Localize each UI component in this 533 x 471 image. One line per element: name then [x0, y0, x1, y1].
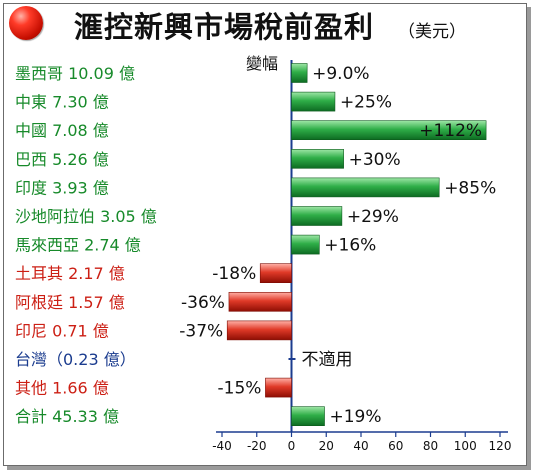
value-label: +30%	[349, 150, 401, 170]
positive-bar	[291, 149, 344, 169]
value-label: 不適用	[302, 350, 353, 370]
x-tick-label: 80	[423, 439, 438, 453]
category-label: 中國 7.08 億	[15, 121, 109, 140]
positive-bar	[291, 177, 440, 198]
negative-bar	[228, 291, 292, 312]
category-label: 台灣（0.23 億）	[15, 350, 136, 369]
x-tick-label: -20	[247, 439, 267, 453]
category-label: 阿根廷 1.57 億	[15, 293, 125, 312]
positive-bar	[291, 406, 325, 427]
negative-bar	[226, 320, 292, 341]
value-label: +29%	[347, 207, 399, 227]
category-label: 巴西 5.26 億	[15, 150, 109, 169]
category-label: 沙地阿拉伯 3.05 億	[15, 207, 157, 226]
category-label: 印尼 0.71 億	[15, 321, 109, 340]
value-label: +16%	[324, 236, 376, 256]
category-label: 中東 7.30 億	[15, 93, 109, 112]
positive-bar	[291, 63, 308, 83]
category-label: 墨西哥 10.09 億	[15, 64, 135, 83]
category-label: 其他 1.66 億	[15, 379, 109, 398]
value-label: +112%	[419, 121, 482, 141]
change-column-label: 變幅	[246, 54, 279, 73]
value-label: -37%	[179, 321, 223, 341]
category-label: 印度 3.93 億	[15, 178, 109, 197]
positive-bar	[291, 234, 320, 255]
negative-bar	[265, 377, 292, 398]
chart-frame	[3, 3, 527, 466]
x-tick-label: -40	[212, 439, 232, 453]
value-label: +25%	[340, 93, 392, 113]
value-label: -18%	[212, 264, 256, 284]
value-label: -15%	[218, 379, 262, 399]
x-tick-label: 120	[489, 439, 512, 453]
category-label: 合計 45.33 億	[15, 407, 119, 426]
unit-label: （美元）	[398, 22, 466, 42]
x-tick-label: 20	[319, 439, 334, 453]
red-ball-icon	[9, 6, 43, 40]
positive-bar	[291, 91, 336, 112]
positive-bar	[291, 120, 487, 140]
x-tick-label: 60	[388, 439, 403, 453]
positive-bar	[291, 206, 343, 226]
x-tick-label: 0	[288, 439, 296, 453]
value-label: +19%	[330, 407, 382, 427]
value-label: +9.0%	[312, 64, 369, 84]
chart-title: 滙控新興市場稅前盈利	[74, 10, 375, 44]
x-tick-label: 100	[454, 439, 477, 453]
value-label: -36%	[181, 293, 225, 313]
x-tick-label: 40	[353, 439, 368, 453]
value-label: +85%	[444, 178, 496, 198]
negative-bar	[259, 263, 292, 284]
category-label: 馬來西亞 2.74 億	[15, 236, 141, 255]
category-label: 土耳其 2.17 億	[15, 264, 125, 283]
